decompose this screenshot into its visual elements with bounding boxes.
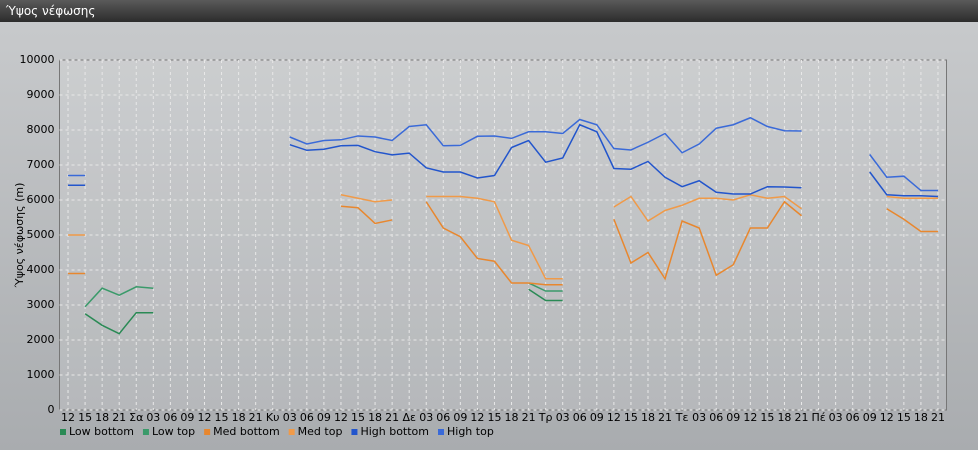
x-tick-label: 12: [607, 411, 621, 424]
x-tick-label: 09: [317, 411, 331, 424]
x-tick-label: Σα: [129, 411, 143, 424]
x-tick-label: 21: [931, 411, 945, 424]
legend-label: Low top: [152, 425, 195, 438]
x-tick-label: 06: [436, 411, 450, 424]
x-tick-label: 03: [829, 411, 843, 424]
x-tick-label: 15: [624, 411, 638, 424]
chart: Ύψος νέφωσης (m) 0 1000 2000 3000 4000 5000 60…: [13, 53, 947, 438]
x-tick-label: Δε: [402, 411, 416, 424]
y-tick-label: 3000: [27, 298, 55, 311]
y-tick-label: 4000: [27, 263, 55, 276]
legend-label: Med top: [298, 425, 343, 438]
legend-label: Low bottom: [69, 425, 134, 438]
legend-marker: [288, 429, 295, 435]
x-tick-label: 06: [573, 411, 587, 424]
y-tick-label: 8000: [27, 123, 55, 136]
x-tick-label: 12: [61, 411, 75, 424]
series-line: [68, 193, 938, 280]
series-line: [84, 288, 563, 335]
y-tick-label: 6000: [27, 193, 55, 206]
x-tick-label: 09: [180, 411, 194, 424]
x-tick-label: 06: [846, 411, 860, 424]
x-tick-label: 18: [505, 411, 519, 424]
x-tick-label: 18: [914, 411, 928, 424]
legend-label: Med bottom: [213, 425, 280, 438]
y-tick-label: 7000: [27, 158, 55, 171]
x-tick-label: 18: [95, 411, 109, 424]
x-tick-label: 12: [470, 411, 484, 424]
x-tick-label: 15: [351, 411, 365, 424]
x-tick-label: 12: [880, 411, 894, 424]
x-tick-label: 09: [863, 411, 877, 424]
x-tick-label: 12: [197, 411, 211, 424]
x-tick-label: 21: [658, 411, 672, 424]
x-tick-label: 15: [897, 411, 911, 424]
x-tick-label: 03: [692, 411, 706, 424]
legend-marker: [60, 429, 66, 435]
legend-label: High top: [447, 425, 494, 438]
x-tick-label: 06: [709, 411, 723, 424]
x-tick-label: Κυ: [266, 411, 280, 424]
y-tick-label: 10000: [20, 53, 55, 66]
x-tick-label: 03: [146, 411, 160, 424]
x-tick-label: 09: [590, 411, 604, 424]
x-tick-label: Τε: [675, 411, 689, 424]
x-tick-label: 15: [487, 411, 501, 424]
y-tick-label: 5000: [27, 228, 55, 241]
legend-marker: [351, 429, 358, 435]
x-tick-label: 09: [453, 411, 467, 424]
window-title: Ύψος νέφωσης: [0, 0, 978, 22]
x-tick-label: 18: [777, 411, 791, 424]
x-tick-label: 21: [112, 411, 126, 424]
x-tick-label: 06: [300, 411, 314, 424]
y-tick-label: 1000: [27, 368, 55, 381]
series-line: [68, 123, 939, 198]
x-tick-label: 15: [215, 411, 229, 424]
x-tick-label: 18: [232, 411, 246, 424]
y-tick-label: 9000: [27, 88, 55, 101]
x-tick-label: 21: [795, 411, 809, 424]
x-tick-label: Πέ: [811, 411, 825, 424]
y-axis-label: Ύψος νέφωσης (m): [13, 183, 26, 289]
x-tick-label: Τρ: [538, 411, 553, 424]
x-tick-label: 09: [726, 411, 740, 424]
x-tick-label: 18: [368, 411, 382, 424]
x-tick-label: 03: [556, 411, 570, 424]
x-tick-label: 21: [522, 411, 536, 424]
legend-marker: [204, 429, 211, 435]
x-tick-label: 21: [249, 411, 263, 424]
x-tick-label: 03: [419, 411, 433, 424]
x-tick-label: 03: [283, 411, 297, 424]
x-tick-label: 06: [163, 411, 177, 424]
x-tick-label: 21: [385, 411, 399, 424]
x-tick-label: 12: [743, 411, 757, 424]
legend-label: High bottom: [360, 425, 429, 438]
y-tick-label: 0: [48, 403, 55, 416]
x-tick-label: 18: [641, 411, 655, 424]
series-line: [68, 200, 938, 286]
series-line: [68, 116, 938, 192]
legend-marker: [438, 429, 444, 435]
series-line: [84, 282, 563, 308]
legend-marker: [142, 429, 149, 435]
x-tick-label: 15: [760, 411, 774, 424]
x-tick-label: 12: [334, 411, 348, 424]
y-tick-label: 2000: [27, 333, 55, 346]
x-tick-label: 15: [78, 411, 92, 424]
